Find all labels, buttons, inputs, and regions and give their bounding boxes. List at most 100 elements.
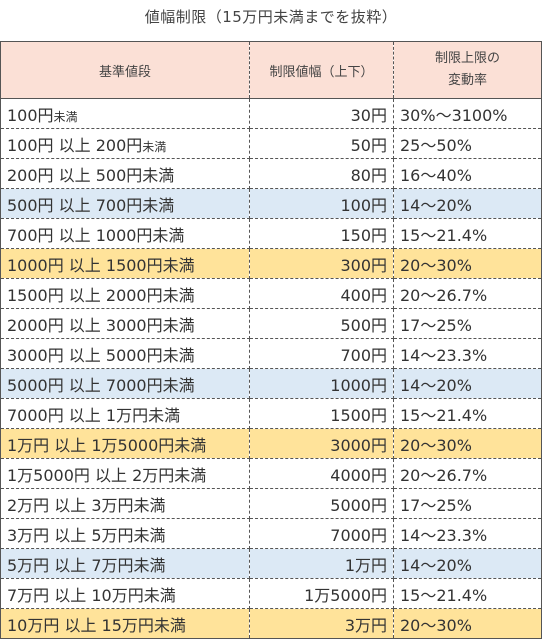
base-price-text: 1万円 以上 1万5000円未満 (7, 435, 207, 455)
cell-rate: 15～21.4% (393, 398, 542, 429)
cell-limit-width: 5000円 (249, 488, 394, 519)
base-price-text: 1500円 以上 2000円未満 (7, 285, 195, 305)
cell-limit-width: 3万円 (249, 608, 394, 639)
table-row: 2万円 以上 3万円未満 5000円 17～25% (0, 488, 542, 519)
cell-limit-width: 1万円 (249, 548, 394, 579)
cell-base-price: 1万5000円 以上 2万円未満 (0, 458, 250, 489)
cell-limit-width: 3000円 (249, 428, 394, 459)
table-row: 1000円 以上 1500円未満 300円 20～30% (0, 248, 542, 279)
cell-base-price: 700円 以上 1000円未満 (0, 218, 250, 249)
cell-limit-width: 700円 (249, 338, 394, 369)
cell-rate: 14～20% (393, 548, 542, 579)
cell-rate: 15～21.4% (393, 218, 542, 249)
cell-base-price: 7万円 以上 10万円未満 (0, 578, 250, 609)
cell-base-price: 5000円 以上 7000円未満 (0, 368, 250, 399)
price-limit-table: 基準値段 制限値幅（上下） 制限上限の 変動率 100円未満 30円 30%～310… (0, 41, 542, 639)
cell-limit-width: 1000円 (249, 368, 394, 399)
cell-rate: 14～20% (393, 368, 542, 399)
cell-limit-width: 7000円 (249, 518, 394, 549)
cell-limit-width: 4000円 (249, 458, 394, 489)
base-price-text: 1000円 以上 1500円未満 (7, 255, 195, 275)
cell-rate: 20～26.7% (393, 278, 542, 309)
base-price-text: 100円 (7, 105, 54, 125)
base-price-text: 200円 以上 500円未満 (7, 165, 175, 185)
cell-limit-width: 100円 (249, 188, 394, 219)
table-row: 10万円 以上 15万円未満 3万円 20～30% (0, 608, 542, 639)
cell-base-price: 1万円 以上 1万5000円未満 (0, 428, 250, 459)
base-price-text: 700円 以上 1000円未満 (7, 225, 185, 245)
table-row: 500円 以上 700円未満 100円 14～20% (0, 188, 542, 219)
cell-limit-width: 1万5000円 (249, 578, 394, 609)
cell-rate: 17～25% (393, 308, 542, 339)
table-row: 5000円 以上 7000円未満 1000円 14～20% (0, 368, 542, 399)
table-body: 100円未満 30円 30%～3100% 100円 以上 200円未満 50円 25～50… (0, 98, 542, 639)
table-row: 700円 以上 1000円未満 150円 15～21.4% (0, 218, 542, 249)
cell-rate: 20～30% (393, 608, 542, 639)
base-price-text: 2万円 以上 3万円未満 (7, 495, 166, 515)
cell-limit-width: 50円 (249, 128, 394, 159)
cell-base-price: 200円 以上 500円未満 (0, 158, 250, 189)
base-price-text: 1万5000円 以上 2万円未満 (7, 465, 207, 485)
table-row: 1500円 以上 2000円未満 400円 20～26.7% (0, 278, 542, 309)
table-row: 5万円 以上 7万円未満 1万円 14～20% (0, 548, 542, 579)
cell-base-price: 3万円 以上 5万円未満 (0, 518, 250, 549)
cell-base-price: 5万円 以上 7万円未満 (0, 548, 250, 579)
header-rate-line1: 制限上限の (434, 51, 500, 66)
header-rate-line2: 変動率 (447, 73, 487, 88)
base-price-suffix: 未満 (142, 139, 167, 154)
cell-limit-width: 300円 (249, 248, 394, 279)
cell-rate: 15～21.4% (393, 578, 542, 609)
table-row: 200円 以上 500円未満 80円 16～40% (0, 158, 542, 189)
cell-base-price: 1500円 以上 2000円未満 (0, 278, 250, 309)
cell-rate: 14～20% (393, 188, 542, 219)
base-price-text: 100円 以上 200円 (7, 135, 143, 155)
base-price-text: 5000円 以上 7000円未満 (7, 375, 195, 395)
cell-rate: 16～40% (393, 158, 542, 189)
cell-base-price: 2万円 以上 3万円未満 (0, 488, 250, 519)
cell-base-price: 100円 以上 200円未満 (0, 128, 250, 159)
table-row: 1万円 以上 1万5000円未満 3000円 20～30% (0, 428, 542, 459)
table-row: 3万円 以上 5万円未満 7000円 14～23.3% (0, 518, 542, 549)
base-price-text: 500円 以上 700円未満 (7, 195, 175, 215)
cell-rate: 20～30% (393, 248, 542, 279)
cell-limit-width: 400円 (249, 278, 394, 309)
cell-limit-width: 500円 (249, 308, 394, 339)
cell-base-price: 100円未満 (0, 98, 250, 129)
cell-rate: 30%～3100% (393, 98, 542, 129)
base-price-suffix: 未満 (53, 109, 78, 124)
table-row: 100円未満 30円 30%～3100% (0, 98, 542, 129)
cell-limit-width: 1500円 (249, 398, 394, 429)
header-base-price: 基準値段 (0, 41, 250, 99)
cell-rate: 20～26.7% (393, 458, 542, 489)
table-row: 7万円 以上 10万円未満 1万5000円 15～21.4% (0, 578, 542, 609)
cell-limit-width: 80円 (249, 158, 394, 189)
cell-base-price: 1000円 以上 1500円未満 (0, 248, 250, 279)
cell-limit-width: 30円 (249, 98, 394, 129)
header-rate: 制限上限の 変動率 (393, 41, 542, 99)
table-row: 2000円 以上 3000円未満 500円 17～25% (0, 308, 542, 339)
cell-base-price: 500円 以上 700円未満 (0, 188, 250, 219)
cell-limit-width: 150円 (249, 218, 394, 249)
base-price-text: 3000円 以上 5000円未満 (7, 345, 195, 365)
header-limit-width: 制限値幅（上下） (249, 41, 394, 99)
cell-base-price: 2000円 以上 3000円未満 (0, 308, 250, 339)
cell-rate: 14～23.3% (393, 518, 542, 549)
base-price-text: 5万円 以上 7万円未満 (7, 555, 166, 575)
base-price-text: 7万円 以上 10万円未満 (7, 585, 176, 605)
base-price-text: 3万円 以上 5万円未満 (7, 525, 166, 545)
table-title: 値幅制限（15万円未満までを抜粋） (144, 8, 398, 26)
table-row: 1万5000円 以上 2万円未満 4000円 20～26.7% (0, 458, 542, 489)
base-price-text: 2000円 以上 3000円未満 (7, 315, 195, 335)
base-price-text: 7000円 以上 1万円未満 (7, 405, 181, 425)
cell-rate: 25～50% (393, 128, 542, 159)
cell-rate: 17～25% (393, 488, 542, 519)
cell-base-price: 10万円 以上 15万円未満 (0, 608, 250, 639)
cell-rate: 14～23.3% (393, 338, 542, 369)
table-row: 100円 以上 200円未満 50円 25～50% (0, 128, 542, 159)
table-row: 7000円 以上 1万円未満 1500円 15～21.4% (0, 398, 542, 429)
cell-base-price: 3000円 以上 5000円未満 (0, 338, 250, 369)
table-row: 3000円 以上 5000円未満 700円 14～23.3% (0, 338, 542, 369)
base-price-text: 10万円 以上 15万円未満 (7, 615, 186, 635)
cell-base-price: 7000円 以上 1万円未満 (0, 398, 250, 429)
cell-rate: 20～30% (393, 428, 542, 459)
